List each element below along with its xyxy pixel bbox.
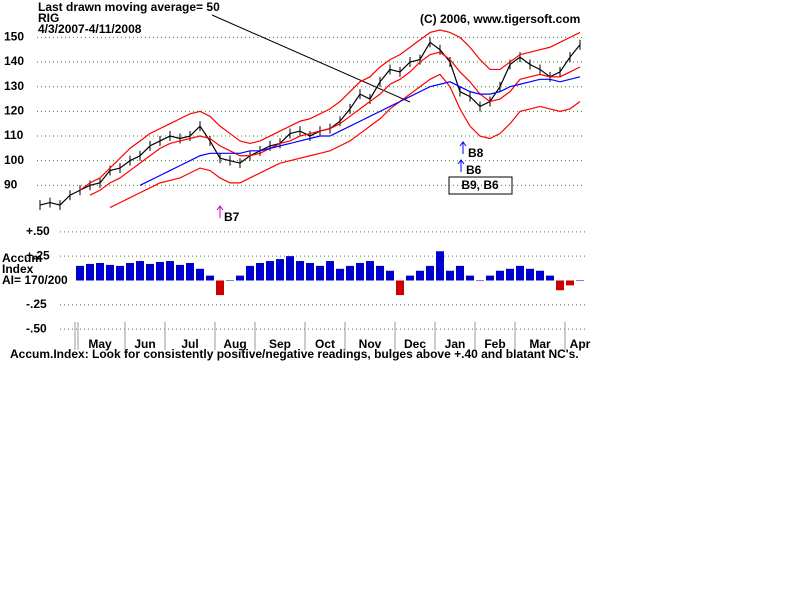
bar [556,280,564,291]
x-tick-label: Nov [359,337,382,351]
x-tick-label: Aug [223,337,246,351]
bar [496,270,504,281]
bar [396,280,404,296]
x-tick-label: Jan [445,337,466,351]
bar [246,265,254,281]
series-line [39,41,581,206]
accum-label: Accum Index [2,251,42,276]
bar [166,261,174,281]
bar [236,275,244,281]
x-tick-label: Apr [570,337,591,351]
bar [366,261,374,281]
ai: AI= 170/200 [2,273,68,287]
y-tick-label: 90 [4,178,18,192]
bar [436,251,444,281]
bar [446,270,454,281]
series-line [139,76,581,186]
x-tick-label: Dec [404,337,426,351]
bar [576,280,584,281]
bar [216,280,224,296]
bar [316,265,324,281]
bar [226,280,234,281]
y-tick-label: 120 [4,104,24,118]
bar [406,275,414,281]
y-tick-label: +.50 [26,224,50,238]
bar [516,265,524,281]
y-tick-label: -.25 [26,297,47,311]
y-tick-label: 100 [4,153,24,167]
bar [506,268,514,281]
symbol: RIG [38,11,59,25]
bar [86,263,94,281]
bar [476,280,484,281]
signal-arrow-head [457,159,465,165]
signal-label: B8 [468,146,484,160]
footnote: Accum.Index: Look for consistently posit… [10,347,579,361]
accum-label-line: Accum [2,251,42,265]
bar [526,268,534,281]
y-tick-label: 110 [4,128,24,142]
signal-label: B6 [466,163,482,177]
bar [276,259,284,281]
y-tick-label: 140 [4,54,24,68]
series-line [109,73,581,209]
bar [256,262,264,281]
accum-label-line: Index [2,262,34,276]
x-tick-label: Feb [484,337,505,351]
annotation-line [211,14,411,103]
bar [546,275,554,281]
bar [566,280,574,286]
bar [106,264,114,281]
x-tick-label: Sep [269,337,291,351]
bar [156,261,164,281]
bar [346,265,354,281]
bar [466,275,474,281]
bar [306,262,314,281]
bar [116,265,124,281]
bar [486,275,494,281]
signal-label: B7 [224,210,240,224]
bar [126,262,134,281]
bar [426,265,434,281]
bar [456,265,464,281]
signal-arrow-head [459,141,467,147]
y-tick-label: 150 [4,30,24,44]
bar [386,270,394,281]
note: Last drawn moving average= 50 [38,0,220,14]
copyright: (C) 2006, www.tigersoft.com [420,12,580,26]
bar [266,261,274,281]
y-tick-label: 130 [4,79,24,93]
dates: 4/3/2007-4/11/2008 [38,22,142,36]
series-line [79,29,581,191]
bar [326,261,334,281]
signal-label: B9, B6 [461,178,499,192]
bar [136,261,144,281]
x-tick-label: Jun [134,337,155,351]
y-tick-label: -.50 [26,321,47,335]
x-tick-label: Mar [529,337,551,351]
bar [336,268,344,281]
signal-arrow-head [216,205,224,211]
bar [96,262,104,281]
bar [416,270,424,281]
bar [146,263,154,281]
x-tick-label: May [88,337,112,351]
bar [76,265,84,281]
x-tick-label: Jul [181,337,198,351]
bar [376,265,384,281]
bar [296,261,304,281]
y-tick-label: +.25 [26,248,50,262]
bar [286,256,294,281]
bar [186,262,194,281]
bar [176,264,184,281]
series-line [89,51,581,196]
x-tick-label: Oct [315,337,335,351]
bar [196,268,204,281]
bar [356,262,364,281]
bar [206,275,214,281]
bar [536,270,544,281]
